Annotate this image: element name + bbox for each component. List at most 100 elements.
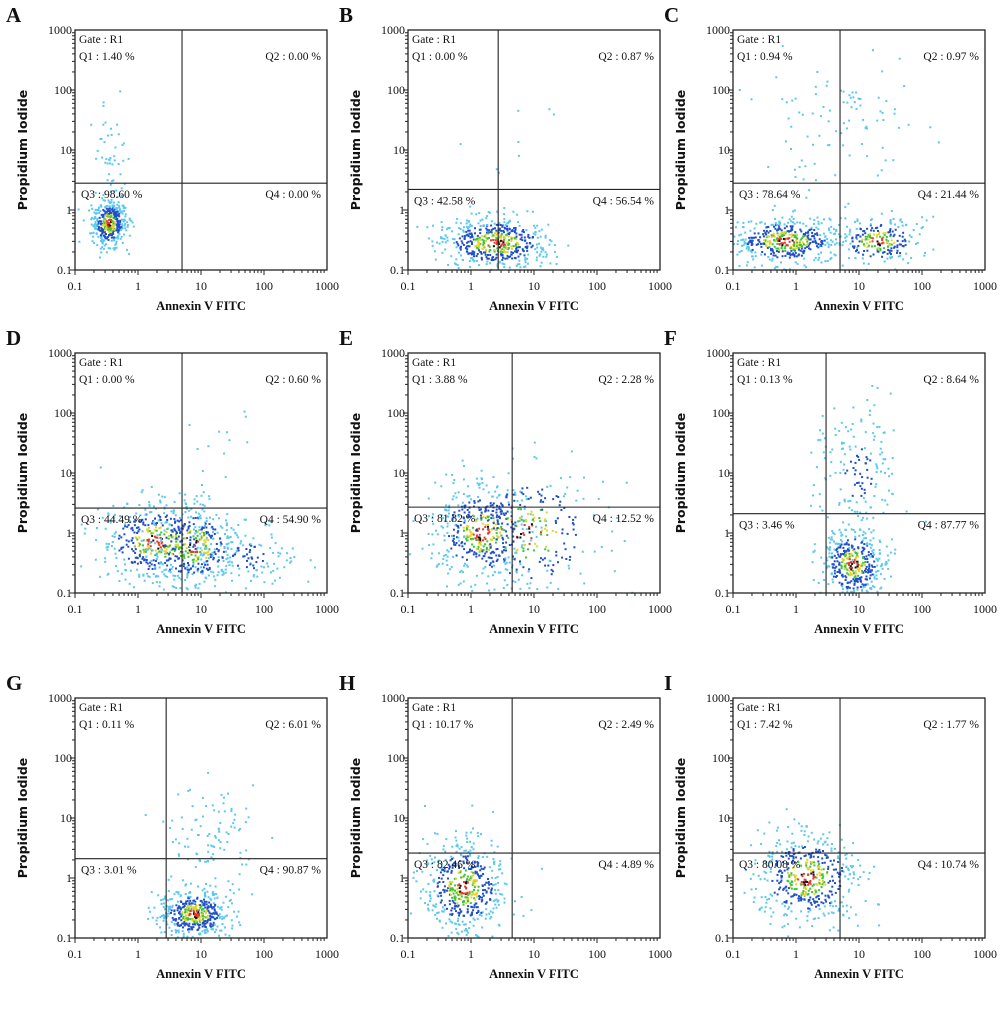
data-point <box>114 211 117 214</box>
data-point <box>539 253 542 256</box>
data-point <box>452 528 455 531</box>
data-point <box>253 567 255 570</box>
data-point <box>760 221 763 224</box>
data-point <box>119 211 122 214</box>
data-point <box>487 516 489 518</box>
data-point <box>205 805 208 807</box>
data-point <box>203 916 206 919</box>
data-point <box>496 504 498 507</box>
data-point <box>531 530 534 533</box>
data-point <box>131 537 134 540</box>
data-point <box>194 566 197 569</box>
data-point <box>159 519 162 521</box>
data-point <box>867 244 870 247</box>
data-point <box>829 538 832 541</box>
y-tick-label: 1000 <box>706 23 730 37</box>
data-point <box>110 208 113 211</box>
data-point <box>495 253 498 256</box>
data-point <box>776 223 779 226</box>
data-point <box>863 250 866 252</box>
data-point <box>205 526 208 529</box>
data-point <box>90 232 93 235</box>
data-point <box>849 572 852 574</box>
data-point <box>239 924 242 927</box>
data-point <box>507 235 510 238</box>
data-point <box>193 899 196 902</box>
data-point <box>115 213 118 216</box>
data-point <box>869 574 872 577</box>
data-point <box>495 168 498 171</box>
data-point <box>496 514 499 517</box>
y-tick-label: 1 <box>66 203 72 217</box>
data-point <box>828 552 831 555</box>
data-point <box>474 537 477 540</box>
data-point <box>474 583 477 586</box>
y-tick-label: 10 <box>718 143 730 157</box>
data-point <box>785 243 788 246</box>
data-point <box>94 221 97 224</box>
data-point <box>496 519 499 522</box>
data-point <box>786 237 789 240</box>
data-point <box>918 233 921 236</box>
data-point <box>560 509 563 511</box>
data-point <box>478 243 481 246</box>
data-point <box>770 234 773 237</box>
data-point <box>106 179 109 182</box>
data-point <box>466 495 469 498</box>
data-point <box>173 893 176 896</box>
data-point <box>902 258 905 261</box>
data-point <box>192 517 195 520</box>
data-point <box>842 559 845 561</box>
data-point <box>212 923 215 926</box>
data-point <box>491 256 494 259</box>
data-point <box>120 547 123 550</box>
data-point <box>274 579 277 582</box>
data-point <box>189 788 191 791</box>
data-point <box>824 235 827 238</box>
data-point <box>882 119 885 121</box>
data-point <box>165 568 168 571</box>
data-point <box>871 585 874 588</box>
data-point <box>768 258 771 261</box>
x-tick-label: 0.1 <box>401 602 416 616</box>
data-point <box>856 580 859 583</box>
data-point <box>461 459 464 462</box>
data-point <box>108 225 111 228</box>
data-point <box>827 564 830 567</box>
data-point <box>903 238 906 241</box>
data-point <box>478 236 481 239</box>
data-point <box>849 561 852 564</box>
data-point <box>148 538 151 541</box>
data-point <box>102 229 104 232</box>
data-point <box>476 528 479 531</box>
data-point <box>156 534 159 537</box>
data-point <box>538 560 541 563</box>
data-point <box>243 518 246 521</box>
data-point <box>130 561 133 564</box>
data-point <box>576 489 579 492</box>
data-point <box>886 240 889 243</box>
data-point <box>166 923 169 926</box>
data-point <box>110 236 113 239</box>
data-point <box>469 548 471 551</box>
data-point <box>747 249 750 252</box>
data-point <box>753 227 756 230</box>
data-point <box>239 827 242 830</box>
data-point <box>478 249 481 252</box>
data-point <box>532 518 534 521</box>
data-point <box>792 248 795 251</box>
x-tick-label: 100 <box>588 602 606 616</box>
data-point <box>500 525 503 528</box>
data-point <box>115 240 118 243</box>
data-point <box>238 574 241 577</box>
data-point <box>446 555 449 558</box>
data-point <box>433 250 436 253</box>
data-point <box>881 462 884 465</box>
data-point <box>309 559 312 562</box>
data-point <box>840 534 843 537</box>
data-point <box>173 578 176 581</box>
data-point <box>499 224 502 226</box>
data-point <box>866 544 869 547</box>
data-point <box>201 531 204 534</box>
data-point <box>211 912 214 915</box>
